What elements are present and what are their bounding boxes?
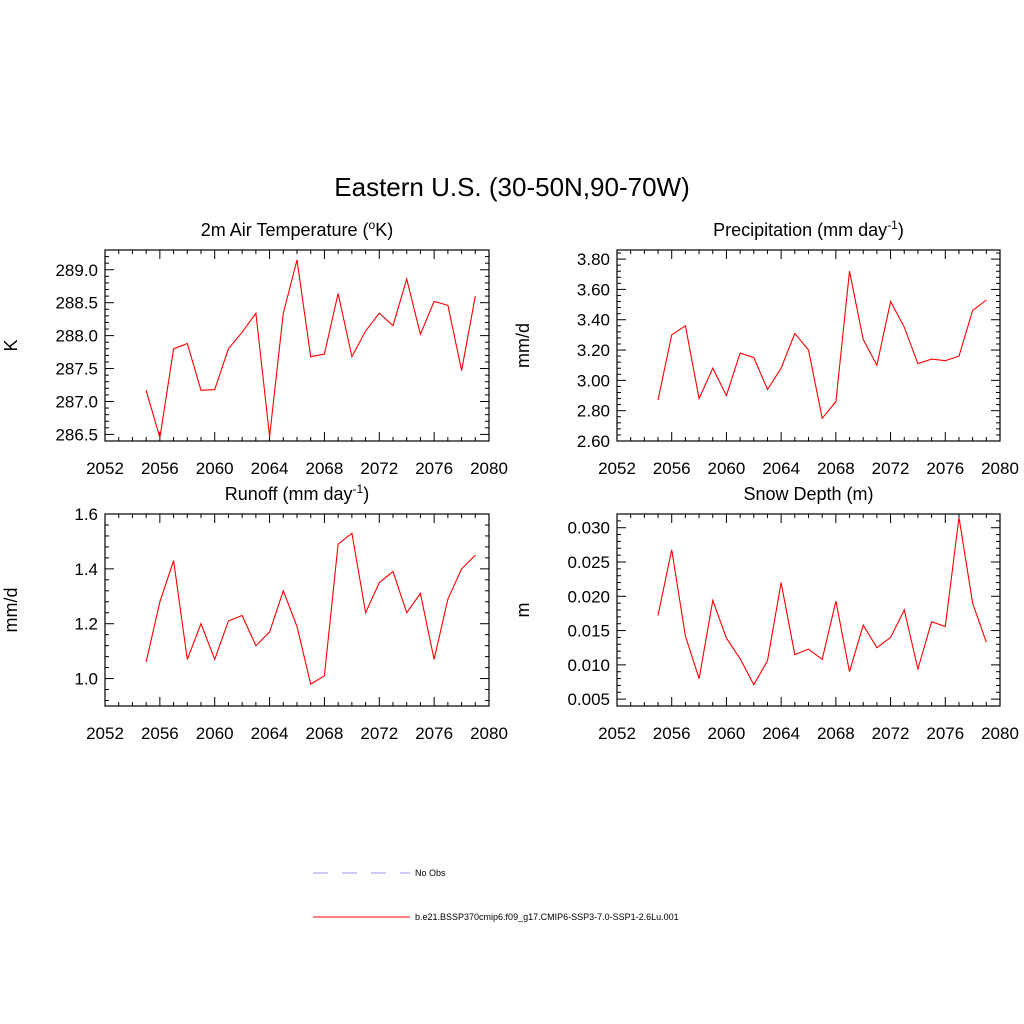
y-tick-label: 3.40 [577,311,610,330]
x-tick-label: 2060 [196,459,234,478]
y-tick-label: 289.0 [55,261,98,280]
x-tick-label: 2068 [817,459,855,478]
y-axis-label: mm/d [513,323,533,368]
x-tick-label: 2064 [762,724,800,743]
x-tick-label: 2080 [981,724,1019,743]
x-tick-label: 2068 [306,724,344,743]
y-tick-label: 0.010 [567,656,610,675]
series-line [657,271,987,420]
y-tick-label: 3.80 [577,250,610,269]
x-tick-label: 2064 [251,459,289,478]
x-tick-label: 2052 [598,724,636,743]
panel-3: 2052 2056 2060 2064 2068 2072 2076 2080 1.0 1.2 1.… [1,482,508,743]
series-line [657,517,987,686]
x-tick-label: 2072 [872,459,910,478]
x-tick-label: 2080 [981,459,1019,478]
x-tick-label: 2052 [86,459,124,478]
x-tick-label: 2076 [415,459,453,478]
plot-frame [104,249,490,442]
y-tick-label: 3.00 [577,371,610,390]
panels: 2052 2056 2060 2064 2068 2072 2076 2080 286.5 287… [1,218,1019,743]
y-tick-label: 3.60 [577,280,610,299]
panel-title: Precipitation (mm day-1) [713,218,904,240]
plot-frame [616,513,1001,707]
x-tick-label: 2052 [86,724,124,743]
x-tick-label: 2064 [251,724,289,743]
panel-2: 2052 2056 2060 2064 2068 2072 2076 2080 2.60 2.80… [513,218,1019,478]
legend-label-no-obs: No Obs [415,868,446,878]
series-line [145,532,476,685]
plot-frame [616,249,1001,442]
y-axis-label: K [1,339,21,351]
y-tick-label: 1.4 [74,560,98,579]
series-line [145,259,476,438]
x-tick-label: 2052 [598,459,636,478]
x-tick-label: 2056 [653,459,691,478]
x-tick-label: 2080 [470,459,508,478]
y-tick-label: 288.0 [55,327,98,346]
panel-title: Snow Depth (m) [743,484,873,504]
x-tick-label: 2056 [141,724,179,743]
y-tick-label: 2.80 [577,402,610,421]
x-tick-label: 2072 [872,724,910,743]
y-axis-label: m [513,603,533,618]
y-tick-label: 1.6 [74,505,98,524]
y-tick-label: 0.005 [567,690,610,709]
x-tick-label: 2080 [470,724,508,743]
y-tick-label: 1.0 [74,670,98,689]
y-tick-label: 0.015 [567,622,610,641]
panel-title: Runoff (mm day-1) [225,482,369,504]
panel-title: 2m Air Temperature (oK) [201,218,393,240]
y-tick-label: 287.0 [55,392,98,411]
x-tick-label: 2068 [817,724,855,743]
x-tick-label: 2076 [415,724,453,743]
x-tick-label: 2076 [926,724,964,743]
plot-frame [104,513,490,707]
y-tick-label: 0.025 [567,553,610,572]
y-tick-label: 1.2 [74,615,98,634]
y-tick-label: 287.5 [55,360,98,379]
x-tick-label: 2072 [360,724,398,743]
x-tick-label: 2064 [762,459,800,478]
panel-4: 2052 2056 2060 2064 2068 2072 2076 2080 0.005 0.0… [513,484,1019,743]
x-tick-label: 2060 [708,459,746,478]
legend: No Obs b.e21.BSSP370cmip6.f09_g17.CMIP6-… [313,868,679,922]
y-tick-label: 2.60 [577,432,610,451]
y-tick-label: 3.20 [577,341,610,360]
x-tick-label: 2060 [196,724,234,743]
x-tick-label: 2076 [926,459,964,478]
x-tick-label: 2072 [360,459,398,478]
x-tick-label: 2056 [653,724,691,743]
y-axis-label: mm/d [1,588,21,633]
y-tick-label: 286.5 [55,425,98,444]
y-tick-label: 0.020 [567,587,610,606]
y-tick-label: 0.030 [567,519,610,538]
panel-1: 2052 2056 2060 2064 2068 2072 2076 2080 286.5 287… [1,218,508,478]
y-tick-label: 288.5 [55,294,98,313]
x-tick-label: 2056 [141,459,179,478]
x-tick-label: 2060 [708,724,746,743]
figure-title: Eastern U.S. (30-50N,90-70W) [334,172,689,202]
legend-label-model-run: b.e21.BSSP370cmip6.f09_g17.CMIP6-SSP3-7.… [415,912,679,922]
x-tick-label: 2068 [306,459,344,478]
